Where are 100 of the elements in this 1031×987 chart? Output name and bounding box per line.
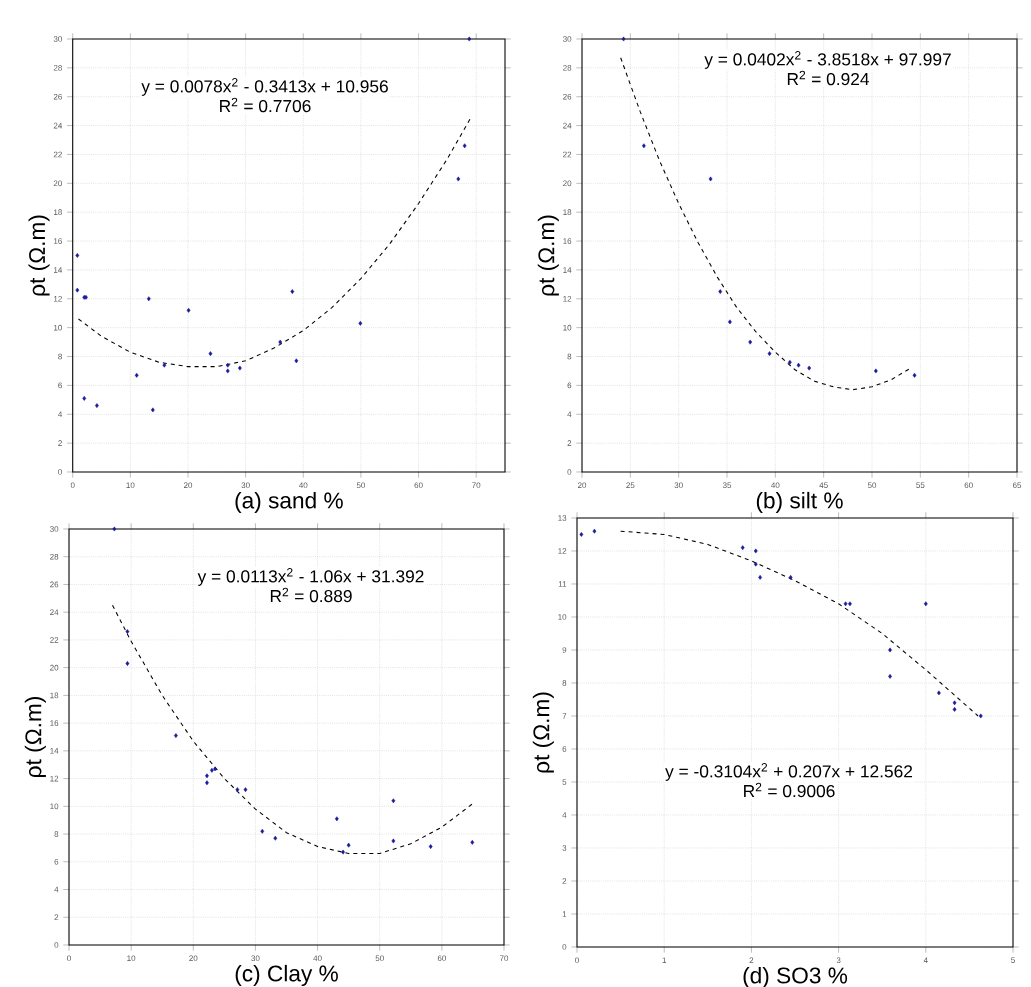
point	[75, 253, 80, 258]
y-tick-label: 12	[563, 296, 572, 302]
y-tick-label: 18	[50, 692, 59, 699]
y-tick-label: 30	[50, 526, 59, 532]
y-tick-label: 16	[563, 238, 572, 244]
point	[82, 395, 87, 401]
x-tick-label: 20	[577, 482, 587, 489]
y-tick-label: 14	[54, 267, 63, 273]
x-tick-label: 2	[749, 957, 754, 963]
point	[294, 358, 299, 364]
point	[150, 407, 155, 413]
point	[937, 690, 941, 696]
point	[912, 372, 917, 378]
point	[621, 36, 626, 42]
x-axis-title: (b) silt %	[756, 491, 843, 513]
point	[243, 787, 248, 793]
x-tick-label: 30	[241, 482, 250, 489]
y-tick-label: 4	[567, 411, 572, 417]
point	[788, 574, 793, 580]
y-tick-label: 20	[50, 664, 59, 671]
point	[235, 787, 240, 793]
y-tick-label: 8	[567, 353, 572, 360]
y-tick-label: 10	[50, 803, 59, 810]
annotation: y = 0.0078x$^{2}$ - 0.3413x + 10.956	[141, 78, 388, 96]
point	[718, 289, 723, 294]
x-tick-label: 65	[1012, 482, 1022, 489]
y-axis-title: ρt (Ω.m)	[532, 692, 554, 773]
x-tick-label: 5	[1011, 957, 1015, 963]
point	[888, 647, 892, 653]
annotation: R$^{2}$ = 0.7706	[220, 97, 311, 113]
y-tick-label: 28	[53, 65, 62, 71]
point	[134, 372, 139, 378]
x-tick-label: 60	[414, 482, 423, 489]
x-axis-title: (d) SO3 %	[743, 966, 848, 987]
x-tick-label: 0	[575, 957, 579, 964]
point	[796, 362, 801, 368]
x-tick-label: 0	[70, 482, 75, 489]
y-tick-label: 5	[562, 779, 567, 785]
y-tick-label: 28	[563, 65, 572, 71]
x-axis-title: (c) Clay %	[235, 964, 338, 986]
x-tick-label: 30	[674, 482, 683, 489]
point	[391, 798, 396, 804]
y-tick-label: 20	[563, 180, 572, 187]
point	[290, 289, 295, 294]
x-tick-label: 40	[299, 482, 308, 489]
point	[260, 828, 265, 834]
y-tick-label: 4	[54, 886, 59, 893]
point	[758, 574, 762, 580]
y-tick-label: 4	[58, 411, 63, 417]
y-tick-label: 6	[567, 382, 572, 389]
y-axis-title: ρt (Ω.m)	[28, 215, 50, 296]
point	[848, 601, 852, 607]
y-tick-label: 7	[562, 713, 567, 719]
y-tick-label: 28	[50, 553, 59, 560]
y-axis-title: ρt (Ω.m)	[537, 215, 559, 296]
y-tick-label: 2	[54, 914, 59, 921]
x-tick-label: 25	[626, 482, 635, 489]
y-tick-label: 30	[53, 36, 62, 42]
line-series	[111, 604, 474, 855]
line-series	[77, 117, 471, 368]
y-tick-label: 16	[50, 720, 59, 726]
y-tick-label: 10	[558, 614, 567, 620]
x-tick-label: 70	[472, 482, 481, 489]
y-tick-label: 0	[567, 469, 572, 475]
point	[874, 368, 878, 374]
x-tick-label: 45	[819, 482, 828, 488]
annotation: R$^{2}$ = 0.889	[270, 587, 352, 603]
point	[923, 601, 928, 607]
point	[186, 307, 191, 313]
x-tick-label: 40	[771, 482, 780, 489]
point	[708, 176, 713, 182]
y-tick-label: 12	[54, 296, 62, 302]
point	[95, 403, 99, 408]
point	[146, 296, 151, 302]
point	[428, 844, 433, 849]
x-tick-label: 50	[356, 482, 366, 489]
point	[843, 601, 848, 607]
x-tick-label: 50	[375, 955, 384, 962]
point	[787, 359, 792, 365]
y-tick-label: 6	[562, 746, 567, 752]
point	[748, 339, 753, 345]
point	[225, 362, 230, 368]
x-tick-label: 50	[867, 482, 877, 489]
y-tick-label: 6	[54, 858, 59, 865]
point	[952, 706, 957, 712]
point	[208, 351, 213, 357]
y-tick-label: 11	[558, 581, 567, 587]
point	[273, 835, 278, 841]
point	[238, 365, 242, 371]
point	[767, 351, 772, 357]
y-tick-label: 24	[53, 122, 63, 129]
point	[978, 713, 983, 719]
x-tick-label: 60	[437, 955, 446, 962]
point	[728, 319, 732, 325]
y-tick-label: 18	[563, 209, 572, 216]
point	[205, 773, 209, 779]
y-tick-label: 22	[53, 151, 62, 158]
y-tick-label: 0	[54, 942, 59, 948]
point	[125, 629, 130, 634]
y-tick-label: 30	[563, 36, 572, 42]
